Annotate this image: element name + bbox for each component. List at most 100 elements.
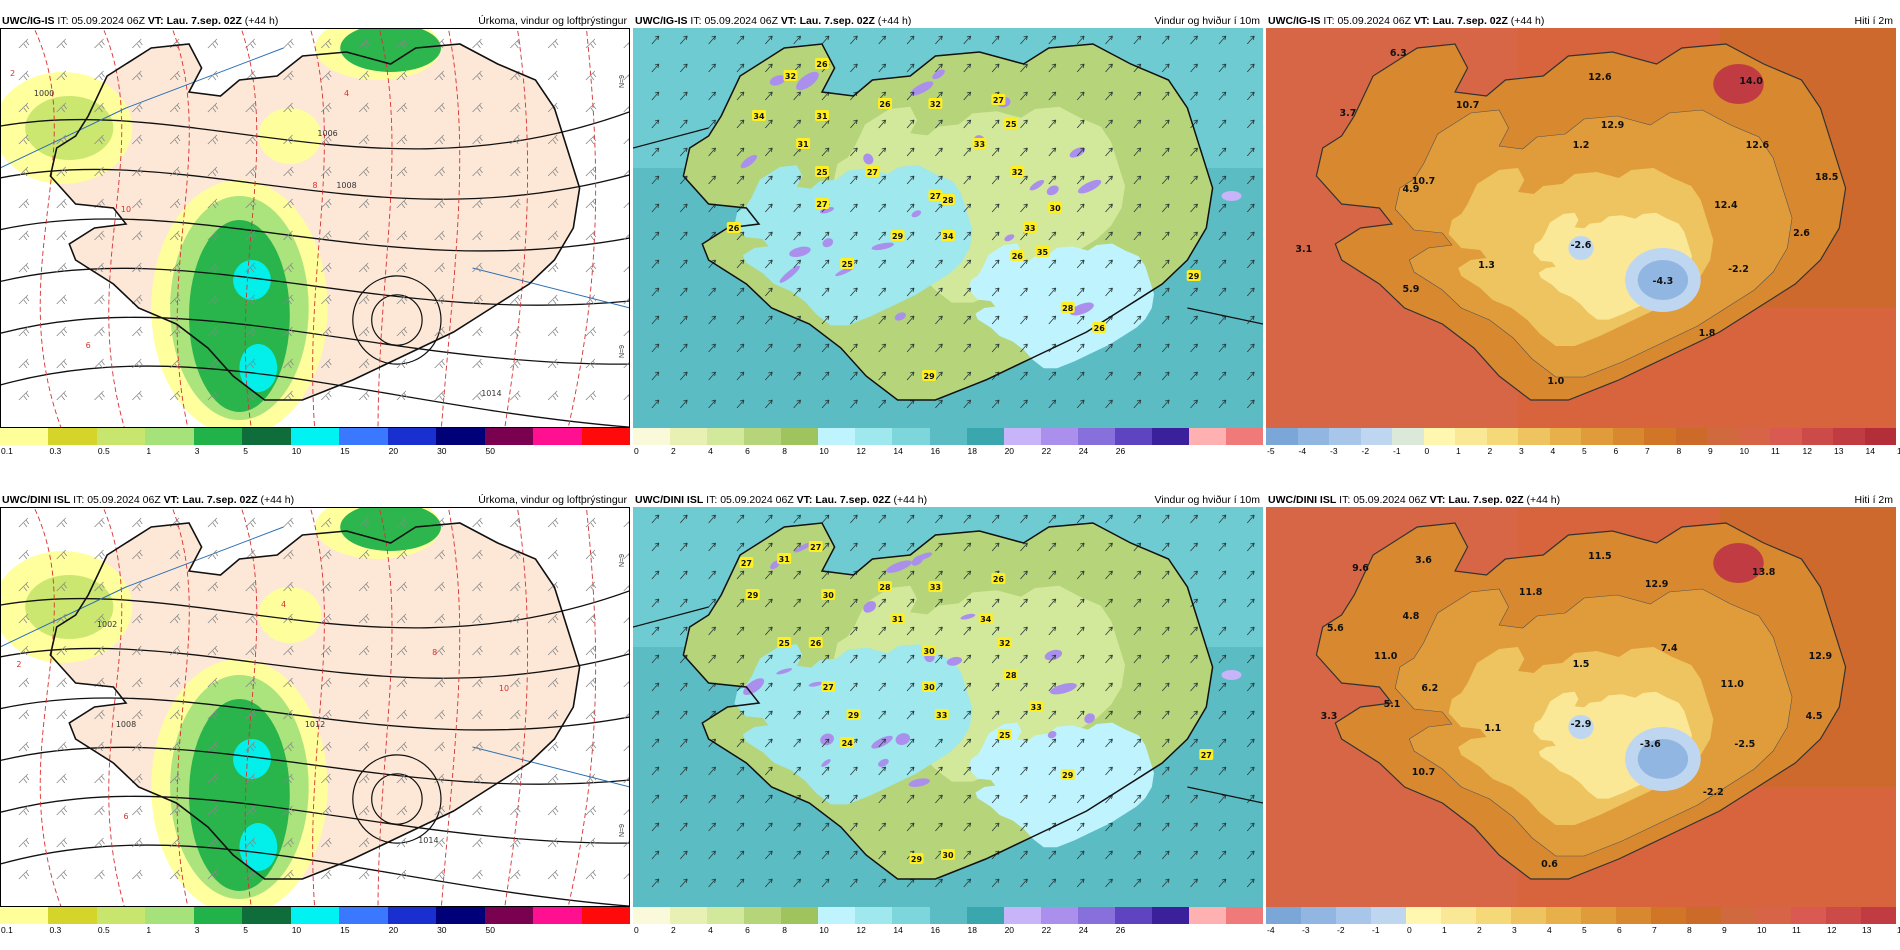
colorbar-tick-label: 11 [1792,925,1801,935]
gust-label-box [997,637,1012,648]
colorbar [1266,428,1896,445]
colorbar-swatch [929,907,967,924]
temperature-label: 4.8 [1402,611,1419,622]
colorbar-swatch [1486,428,1518,445]
colorbar-swatch [1336,907,1371,924]
colorbar-tick-label: -3 [1330,446,1338,456]
gust-label-box [840,258,855,269]
colorbar-swatch [533,907,582,924]
contour-label: 8 [312,181,317,190]
gust-label-box [1186,270,1201,281]
colorbar-ticks: 0 2 4 6 8 10 12 14 16 18 20 22 24 26 [633,924,1263,936]
map-panel: UWC/DINI ISL IT: 05.09.2024 06Z VT: Lau.… [1266,493,1900,948]
run-info: UWC/IG-IS IT: 05.09.2024 06Z VT: Lau. 7.… [1268,14,1544,28]
colorbar-tick-label: -2 [1361,446,1370,456]
colorbar-swatch [436,907,485,924]
map-view: 1000 1006 1008 1014 10 8 6 4 2 N=9 N=9 [0,28,630,428]
temperature-label: 1.2 [1573,140,1590,151]
gust-label: 30 [924,683,936,692]
panel-title: UWC/DINI ISL IT: 05.09.2024 06Z VT: Lau.… [633,493,1263,507]
colorbar-tick-label: -3 [1302,925,1310,935]
run-info: UWC/DINI ISL IT: 05.09.2024 06Z VT: Lau.… [635,493,927,507]
colorbar-swatch [892,428,930,445]
gust-label: 29 [911,855,923,864]
colorbar-tick-label: 10 [1757,925,1767,935]
colorbar-swatch [145,907,194,924]
contour-label: 1002 [97,620,117,629]
lead-time: (+44 h) [1526,494,1561,506]
gust-label: 27 [867,168,878,177]
gust-label: 30 [1050,204,1062,213]
temperature-label: 1.0 [1547,376,1564,387]
colorbar-swatch [1518,428,1550,445]
temperature-label: -4.3 [1653,276,1674,287]
colorbar-tick-label: 2 [671,925,676,935]
colorbar-tick-label: 22 [1041,446,1052,456]
colorbar-tick-label: 1 [146,925,152,935]
gust-label: 28 [1005,671,1017,680]
lead-time: (+44 h) [244,15,279,27]
colorbar-tick-label: 20 [388,925,399,935]
gust-label-box [991,573,1006,584]
gust-label: 32 [1012,168,1023,177]
gust-label-box [991,94,1006,105]
colorbar-swatch [533,428,582,445]
temperature-label: 1.3 [1478,260,1495,271]
contour-label: 4 [344,89,349,98]
colorbar-tick-label: -4 [1267,925,1275,935]
colorbar-tick-label: 24 [1078,925,1089,935]
colorbar-swatch [1329,428,1361,445]
temperature-label: 6.3 [1390,48,1407,59]
map-canvas: 6.33.710.712.6 14.012.91.2 12.610.74.918.5… [1266,28,1896,428]
temperature-label: 9.6 [1352,563,1369,574]
colorbar-swatch [781,428,819,445]
colorbar-tick-label: 3 [194,925,200,935]
colorbar-swatch [1721,907,1756,924]
colorbar-ticks: 0 2 4 6 8 10 12 14 16 18 20 22 24 26 [633,445,1263,457]
gust-label-box [1010,166,1025,177]
colorbar-tick-label: 26 [1115,446,1126,456]
model-name: UWC/DINI ISL [1268,494,1337,506]
temperature-label: 12.9 [1645,579,1668,590]
run-info: UWC/IG-IS IT: 05.09.2024 06Z VT: Lau. 7.… [2,14,278,28]
colorbar-swatch [633,428,671,445]
colorbar-swatch [1833,428,1865,445]
it-label: IT: [1323,15,1335,27]
side-annotation: N=9 [619,345,626,358]
gust-label-box [808,637,823,648]
gust-label-box [815,166,829,177]
it-label: IT: [73,494,85,506]
gust-label-box [846,709,861,720]
gust-label: 30 [942,851,954,860]
gust-label: 33 [930,583,941,592]
colorbar-tick-label: 0 [634,446,639,456]
colorbar-tick-label: 5 [1582,446,1587,456]
colorbar-swatch [1616,907,1651,924]
gust-label: 26 [879,100,891,109]
contour-label: 6 [123,812,128,821]
valid-time: Lau. 7.sep. 02Z [1432,15,1508,27]
gust-label: 35 [1037,248,1049,257]
gust-label: 32 [785,72,796,81]
gust-label: 33 [974,140,985,149]
colorbar-tick-label: 4 [708,446,713,456]
map-panel: UWC/DINI ISL IT: 05.09.2024 06Z VT: Lau.… [0,493,631,948]
model-name: UWC/DINI ISL [635,494,704,506]
colorbar-swatch [1770,428,1802,445]
colorbar-tick-label: 0.3 [49,446,62,456]
colorbar-swatch [1546,907,1581,924]
gust-label-box [909,853,924,864]
precip-area [340,28,441,72]
colorbar-swatch [1861,907,1896,924]
gust-label: 24 [842,739,854,748]
gust-label-box [922,370,937,381]
colorbar-swatch [1791,907,1826,924]
precip-area [239,823,278,871]
colorbar-swatch [670,907,708,924]
it-label: IT: [690,15,702,27]
issue-time: 05.09.2024 06Z [1337,15,1411,27]
gust-label: 32 [930,100,941,109]
gust-label-box [1092,322,1107,333]
temperature-label: 4.9 [1402,184,1419,195]
